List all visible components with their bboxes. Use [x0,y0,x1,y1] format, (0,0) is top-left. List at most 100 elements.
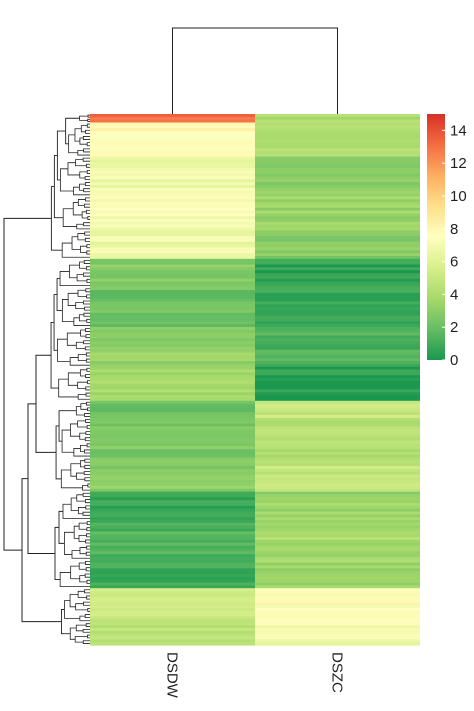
heatmap-cell [255,383,420,388]
heatmap-cell [90,500,255,504]
heatmap-cell [255,605,420,609]
heatmap-cell [255,298,420,303]
heatmap-cell [255,454,420,459]
row-dendrogram-branch [75,341,86,349]
heatmap-cell [90,216,255,220]
row-dendrogram-branch [84,464,90,469]
heatmap-cell [90,145,255,149]
row-dendrogram-branch [83,471,90,476]
heatmap-cell [255,556,420,561]
row-dendrogram-branch [74,128,82,142]
heatmap-cell [90,284,255,288]
heatmap-cell [90,261,255,266]
heatmap-cell [90,409,255,413]
heatmap-cell [255,443,420,447]
heatmap-cell [255,468,420,473]
row-dendrogram-branch [77,394,90,400]
heatmap-cell [255,338,420,342]
heatmap-cell [90,309,255,314]
row-dendrogram-branch [76,472,85,480]
heatmap-cell [90,324,255,328]
heatmap-cell [90,596,255,601]
heatmap-cell [255,491,420,496]
row-dendrogram-branch [83,148,90,153]
heatmap-cell [255,324,420,328]
heatmap-cell [90,497,255,501]
heatmap-cell [90,574,255,578]
heatmap-cell [90,576,255,581]
heatmap-cell [255,136,420,141]
heatmap-cell [90,190,255,195]
row-dendrogram-branch [82,136,90,140]
heatmap-cell [255,196,420,200]
heatmap-cell [90,414,255,419]
row-dendrogram-branch [61,299,74,323]
row-dendrogram-branch [85,328,90,332]
row-dendrogram-branch [86,278,90,283]
heatmap-cell [90,539,255,544]
heatmap-cell [255,332,420,337]
heatmap-cell [255,522,420,527]
heatmap-cell [90,202,255,206]
heatmap-cell [90,278,255,283]
heatmap-cell [255,278,420,283]
heatmap-cell [255,531,420,535]
heatmap-cell [255,630,420,635]
row-dendrogram-branch [67,292,79,306]
heatmap-cell [90,562,255,567]
row-dendrogram-branch [73,448,90,457]
heatmap-cell [90,275,255,280]
row-dendrogram-branch [78,534,87,542]
row-dendrogram-branch [85,431,90,436]
heatmap-cell [90,264,255,268]
heatmap-cell [90,329,255,334]
heatmap-cell [255,627,420,632]
heatmap-cell [255,250,420,254]
heatmap-cell [255,602,420,606]
row-dendrogram-branch [85,129,90,134]
row-dendrogram-branch [83,259,90,264]
heatmap-cell [90,630,255,635]
heatmap-cell [255,227,420,232]
heatmap-cell [255,525,420,530]
heatmap-cell [255,591,420,595]
heatmap-cell [90,389,255,393]
row-dendrogram-branch [3,217,52,551]
legend-tick-label: 4 [450,286,458,303]
heatmap-cell [90,363,255,368]
row-dendrogram-branch [86,142,90,147]
heatmap-cell [255,554,420,558]
row-dendrogram-branch [70,463,81,477]
row-dendrogram-branch [86,209,90,214]
row-dendrogram-branch [82,628,90,633]
row-dendrogram-branch [68,134,78,154]
heatmap-cell [255,182,420,186]
heatmap-cell [255,114,420,118]
column-label-dsdw: DSDW [164,652,181,699]
heatmap-cell [255,148,420,152]
heatmap-cell [90,511,255,515]
heatmap-cell [90,335,255,339]
heatmap-cell [255,199,420,203]
row-dendrogram-branch [75,603,88,611]
heatmap-cell [255,258,420,263]
heatmap-cell [90,593,255,598]
heatmap-cell [90,383,255,388]
heatmap-cell [90,332,255,337]
heatmap-cell [255,244,420,249]
heatmap-cell [255,355,420,359]
heatmap-cell [90,454,255,459]
row-dendrogram-branch [75,624,87,632]
heatmap-cell [90,193,255,197]
heatmap-cell [90,352,255,356]
row-dendrogram-branch [79,115,88,121]
heatmap-cell [90,412,255,416]
heatmap-cell [90,468,255,473]
heatmap-cell [255,236,420,240]
heatmap-cell [255,426,420,430]
row-dendrogram-branch [70,423,80,437]
row-dendrogram-branch [84,413,90,417]
row-dendrogram-branch [87,634,90,639]
heatmap-cell [90,437,255,442]
heatmap-cell [255,329,420,334]
